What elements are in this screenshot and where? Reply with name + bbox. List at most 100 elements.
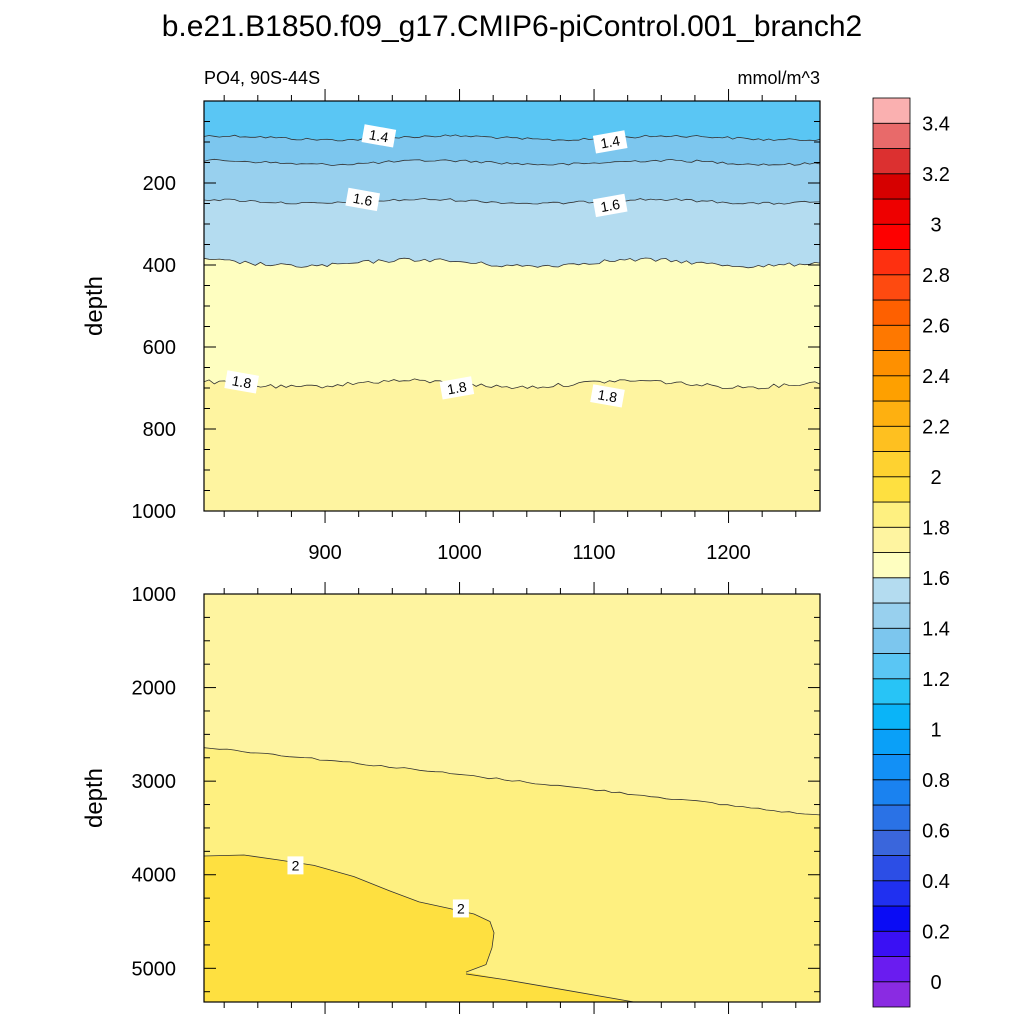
lower-contour-2.0-tail (465, 973, 635, 1003)
upper-ytick-label: 800 (143, 419, 176, 441)
colorbar-label: 1.8 (922, 517, 950, 539)
upper-contour-label-1.8-1-bg (439, 376, 475, 400)
upper-contour-label-1.8-1-text: 1.8 (446, 378, 468, 397)
colorbar-label: 2.2 (922, 416, 950, 438)
lower-contour-label-2-0: 2 (287, 856, 304, 875)
colorbar-label: 3 (930, 214, 941, 236)
colorbar-label: 1.6 (922, 568, 950, 590)
colorbar-swatch (872, 324, 911, 351)
upper-contour-label-1.8-2-bg (590, 384, 625, 408)
colorbar-label: 2.6 (922, 315, 950, 337)
colorbar-swatch (872, 350, 911, 377)
colorbar: 0 0.2 0.4 0.6 0.8 1 1.2 1.4 1.6 1.8 2 2.2 2.4 2.6 2.8 3… (872, 97, 950, 1008)
upper-contour-label-1.4-1-bg (592, 130, 628, 154)
colorbar-label: 1.2 (922, 669, 950, 691)
lower-contour-label-2-0-bg (287, 856, 304, 875)
upper-contour-label-1.4-0-text: 1.4 (368, 126, 390, 145)
units-label: mmol/m^3 (738, 68, 820, 88)
colorbar-swatch (872, 981, 911, 1008)
colorbar-swatch (872, 930, 911, 957)
upper-contour-label-1.6-1: 1.6 (592, 193, 628, 218)
upper-contour-label-1.8-1: 1.8 (439, 376, 475, 400)
colorbar-swatch (872, 122, 911, 149)
lower-ytick-label: 3000 (132, 771, 177, 793)
upper-contour-label-1.6-0-text: 1.6 (352, 190, 374, 209)
colorbar-swatch (872, 956, 911, 983)
upper-contour-1.8 (203, 378, 821, 390)
upper-contour-1.5 (203, 158, 821, 167)
upper-contour-label-1.6-1-text: 1.6 (599, 196, 621, 215)
lower-region-2.0-tail (466, 972, 634, 1002)
upper-xtick-label: 900 (308, 542, 341, 564)
lower-region-2.0 (204, 855, 634, 1002)
colorbar-swatch (872, 97, 911, 124)
colorbar-swatch (872, 425, 911, 452)
upper-contour-label-1.4-0: 1.4 (361, 124, 397, 148)
colorbar-label: 2 (930, 467, 941, 489)
colorbar-swatch (872, 880, 911, 907)
upper-ytick-label: 400 (143, 255, 176, 277)
colorbar-label: 0.4 (922, 871, 950, 893)
colorbar-swatch (872, 476, 911, 503)
colorbar-label: 2.4 (922, 366, 950, 388)
colorbar-label: 1 (930, 719, 941, 741)
colorbar-swatch (872, 148, 911, 175)
colorbar-label: 0.6 (922, 820, 950, 842)
lower-frame (203, 593, 821, 1003)
colorbar-label: 2.8 (922, 265, 950, 287)
colorbar-label: 0.2 (922, 921, 950, 943)
variable-label: PO4, 90S-44S (204, 68, 320, 88)
colorbar-swatch (872, 754, 911, 781)
upper-contour-label-1.6-1-bg (592, 193, 628, 218)
colorbar-swatch (872, 400, 911, 427)
upper-contour-1.6 (203, 198, 821, 205)
colorbar-label: 0.8 (922, 770, 950, 792)
lower-ytick-label: 4000 (132, 865, 177, 887)
upper-contour-label-1.6-0: 1.6 (345, 187, 381, 212)
colorbar-label: 0 (930, 972, 941, 994)
lower-contour-label-2-1-text: 2 (457, 900, 465, 916)
colorbar-label: 1.4 (922, 618, 950, 640)
upper-xtick-label: 1100 (573, 542, 616, 564)
upper-contour-label-1.4-1-text: 1.4 (599, 132, 621, 151)
upper-ytick-label: 200 (143, 173, 176, 195)
upper-contour-label-1.8-0-text: 1.8 (231, 372, 253, 391)
colorbar-swatch (872, 653, 911, 680)
upper-ytick-label: 1000 (132, 501, 177, 523)
upper-xtick-label: 1000 (437, 542, 482, 564)
upper-panel: 1.4 1.4 1.6 1.6 1.8 1.8 1.8 200 400 600 800 1000 900… (132, 89, 821, 564)
upper-contour-label-1.8-2: 1.8 (590, 384, 625, 408)
colorbar-swatch (872, 198, 911, 225)
upper-contour-label-1.6-0-bg (345, 187, 381, 212)
colorbar-swatch (872, 855, 911, 882)
lower-contour-1.9 (203, 747, 821, 816)
upper-band-1.4 (204, 101, 820, 141)
colorbar-swatch (872, 804, 911, 831)
colorbar-swatch (872, 678, 911, 705)
lower-contour-label-2-0-text: 2 (292, 857, 300, 873)
colorbar-swatch (872, 905, 911, 932)
upper-contour-1.7 (203, 257, 821, 269)
upper-contour-label-1.4-0-bg (361, 124, 397, 148)
upper-contour-label-1.8-0: 1.8 (224, 370, 259, 394)
lower-ytick-label: 2000 (132, 678, 177, 700)
colorbar-swatch (872, 779, 911, 806)
colorbar-swatch (872, 223, 911, 250)
upper-ylabel: depth (81, 276, 108, 336)
chart-title: b.e21.B1850.f09_g17.CMIP6-piControl.001_… (162, 10, 863, 43)
upper-contour-label-1.4-1: 1.4 (592, 130, 628, 154)
colorbar-swatch (872, 274, 911, 301)
upper-ytick-label: 600 (143, 337, 176, 359)
upper-contour-1.4 (203, 134, 821, 142)
colorbar-swatch (872, 299, 911, 326)
colorbar-swatch (872, 703, 911, 730)
upper-xtick-label: 1200 (706, 542, 751, 564)
lower-ytick-label: 1000 (132, 584, 177, 606)
upper-contour-label-1.8-0-bg (224, 370, 259, 394)
lower-contour-label-2-1: 2 (452, 899, 469, 918)
colorbar-swatch (872, 728, 911, 755)
colorbar-label: 3.4 (922, 113, 950, 135)
colorbar-swatch (872, 249, 911, 276)
colorbar-swatch (872, 526, 911, 553)
colorbar-swatch (872, 602, 911, 629)
